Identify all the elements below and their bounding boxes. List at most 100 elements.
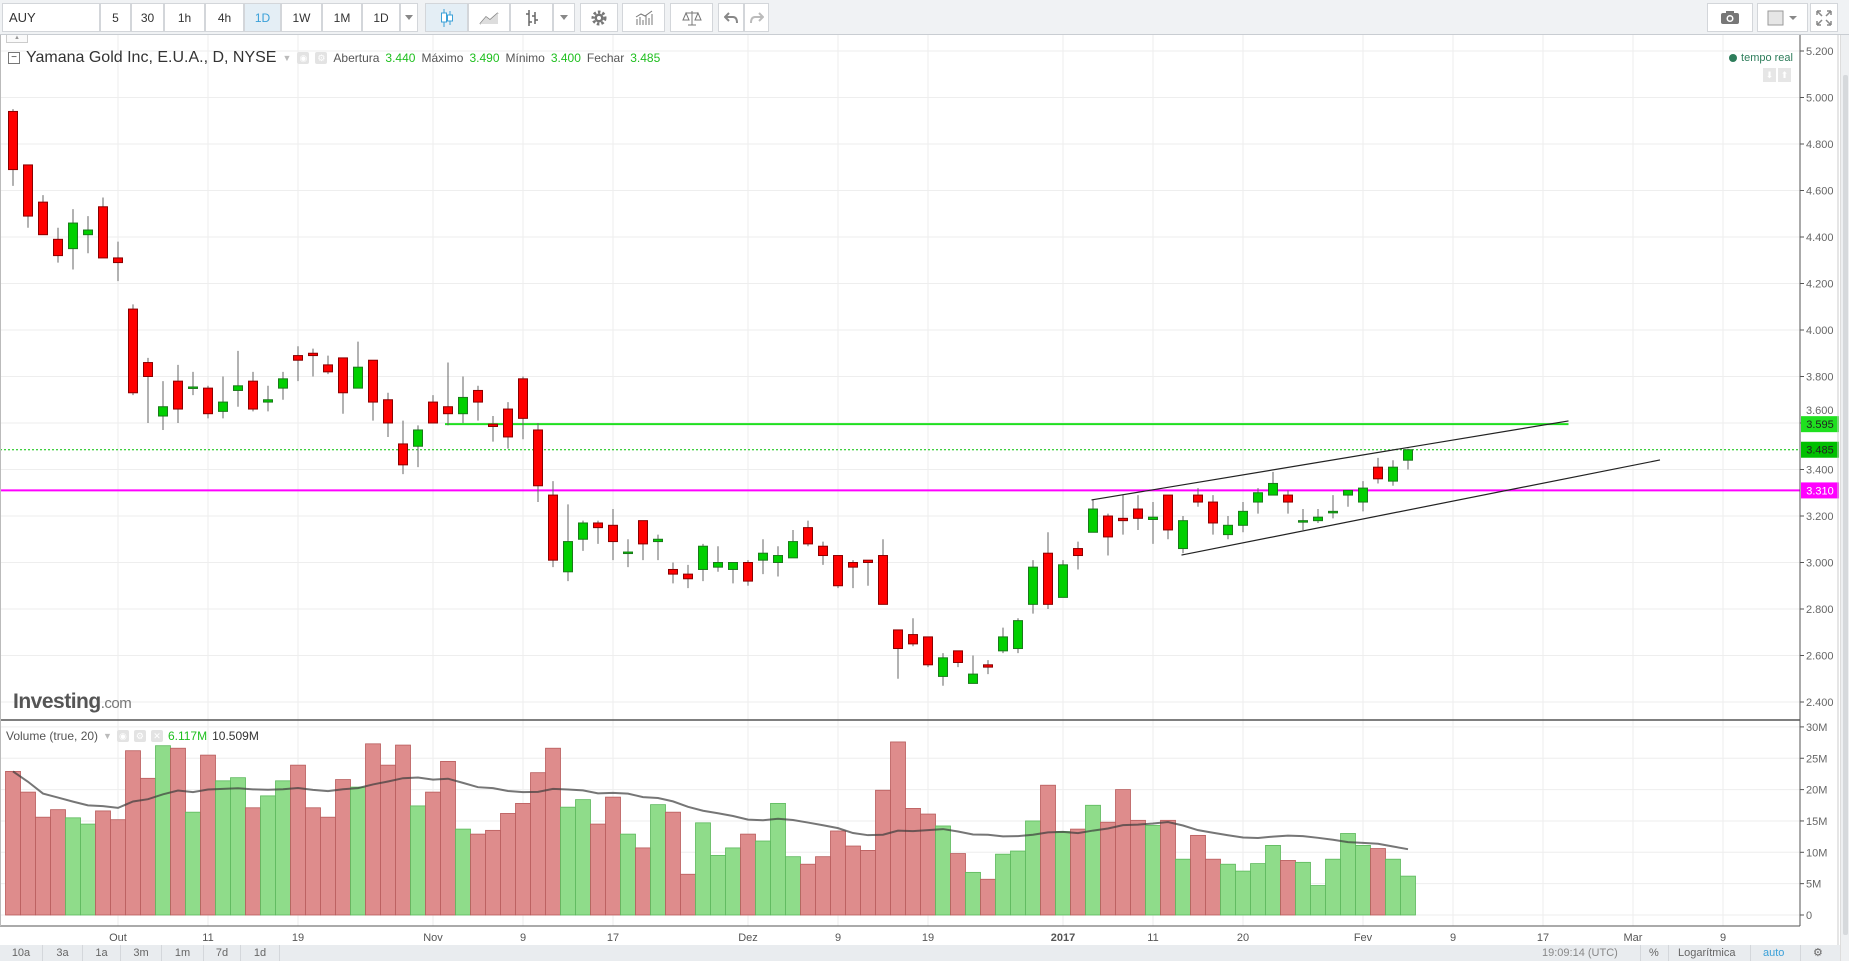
line-chart-icon[interactable] xyxy=(468,3,510,32)
volume-bar xyxy=(320,816,336,916)
arrow-up-icon[interactable]: ⬆ xyxy=(1778,68,1791,82)
candle xyxy=(98,197,108,259)
volume-title[interactable]: Volume (true, 20) xyxy=(6,729,99,743)
chart-type-dropdown-chevron-icon[interactable] xyxy=(553,3,575,32)
interval-button-1W[interactable]: 1W xyxy=(281,3,322,32)
volume-settings-icon[interactable]: ⚙ xyxy=(133,730,146,742)
candle-body xyxy=(38,201,48,236)
range-button-10a[interactable]: 10a xyxy=(0,945,43,961)
candle-body xyxy=(383,399,393,424)
volume-bar xyxy=(95,810,111,916)
price-tick-label: 3.200 xyxy=(1806,511,1834,523)
series-title[interactable]: Yamana Gold Inc, E.U.A., D, NYSE xyxy=(26,49,277,66)
scrollbar-thumb[interactable] xyxy=(1843,75,1848,935)
candle-body xyxy=(1343,489,1353,496)
collapse-toolbar-tab[interactable]: ▲ xyxy=(6,35,28,43)
price-label-badge-3.310 xyxy=(1801,482,1839,499)
settings-gear-icon[interactable] xyxy=(580,3,618,32)
volume-bar xyxy=(665,811,681,916)
percent-scale-toggle[interactable]: % xyxy=(1640,945,1659,961)
range-button-7d[interactable]: 7d xyxy=(204,945,241,961)
scrollbar[interactable] xyxy=(1840,35,1849,961)
series-settings-icon[interactable]: ⚙ xyxy=(315,52,328,64)
volume-bar xyxy=(830,830,846,916)
candle-body xyxy=(83,229,93,236)
candle-body xyxy=(1328,510,1338,514)
interval-button-1D[interactable]: 1D xyxy=(362,3,400,32)
camera-icon[interactable] xyxy=(1707,3,1753,32)
volume-visibility-icon[interactable]: ◉ xyxy=(116,730,129,742)
visibility-icon[interactable]: ◉ xyxy=(297,52,310,64)
volume-dropdown-chevron-icon[interactable]: ▼ xyxy=(103,731,112,741)
candle xyxy=(938,653,948,686)
candle-body xyxy=(503,408,513,438)
candle xyxy=(743,560,753,586)
indicators-icon[interactable] xyxy=(622,3,665,32)
interval-button-5[interactable]: 5 xyxy=(100,3,131,32)
volume-bar xyxy=(260,795,276,916)
candle xyxy=(1163,494,1173,540)
symbol-input[interactable]: AUY xyxy=(2,3,100,32)
series-dropdown-chevron-icon[interactable]: ▼ xyxy=(282,53,292,63)
candle-body xyxy=(1313,516,1323,522)
compare-scale-icon[interactable] xyxy=(670,3,713,32)
range-button-1d[interactable]: 1d xyxy=(241,945,280,961)
candle xyxy=(1238,502,1248,533)
price-label-badge-3.595 xyxy=(1801,416,1839,433)
range-button-1a[interactable]: 1a xyxy=(83,945,121,961)
time-tick-label: 9 xyxy=(520,932,526,944)
candle xyxy=(488,416,498,442)
volume-bar xyxy=(155,745,171,916)
candle xyxy=(1028,560,1038,614)
candlestick-icon[interactable] xyxy=(425,3,468,32)
interval-button-1M[interactable]: 1M xyxy=(322,3,362,32)
candle-body xyxy=(1388,466,1398,482)
collapse-series-icon[interactable]: − xyxy=(8,52,20,64)
candle xyxy=(593,520,603,544)
candle xyxy=(1223,516,1233,540)
candle-body xyxy=(668,568,678,575)
range-button-3a[interactable]: 3a xyxy=(43,945,83,961)
bar-chart-icon[interactable] xyxy=(510,3,553,32)
candle xyxy=(458,376,468,423)
interval-button-1h[interactable]: 1h xyxy=(164,3,205,32)
candle-body xyxy=(1148,516,1158,520)
candle-body xyxy=(623,551,633,555)
price-label-3.485: 3.485 xyxy=(1806,445,1834,457)
interval-button-4h[interactable]: 4h xyxy=(205,3,244,32)
time-tick-label: 11 xyxy=(1147,932,1158,944)
candle xyxy=(503,402,513,449)
undo-icon[interactable] xyxy=(718,3,744,32)
interval-dropdown-chevron-icon[interactable] xyxy=(400,3,418,32)
price-tick-label: 5.200 xyxy=(1806,46,1834,58)
candle xyxy=(443,362,453,426)
time-tick-label: 9 xyxy=(1720,932,1726,944)
volume-close-icon[interactable]: ✕ xyxy=(150,730,163,742)
candle xyxy=(248,371,258,412)
volume-bar xyxy=(680,873,696,916)
candle-body xyxy=(473,389,483,403)
interval-button-1D[interactable]: 1D xyxy=(244,3,281,32)
range-button-1m[interactable]: 1m xyxy=(162,945,204,961)
volume-bar xyxy=(230,777,246,916)
candle xyxy=(923,636,933,668)
close-label: Fechar xyxy=(586,51,625,65)
log-scale-toggle[interactable]: Logarítmica xyxy=(1668,945,1735,961)
candle xyxy=(173,364,183,423)
layout-box-dropdown[interactable] xyxy=(1757,3,1808,32)
candle-body xyxy=(1223,524,1233,536)
interval-button-30[interactable]: 30 xyxy=(131,3,164,32)
time-tick-label: 9 xyxy=(835,932,841,944)
volume-bar xyxy=(1175,858,1191,916)
range-button-3m[interactable]: 3m xyxy=(121,945,162,961)
scroll-arrows: ⬇ ⬆ xyxy=(1763,68,1791,82)
fullscreen-icon[interactable] xyxy=(1810,3,1838,32)
arrow-down-icon[interactable]: ⬇ xyxy=(1763,68,1776,82)
candle xyxy=(713,546,723,572)
volume-tick-label: 20M xyxy=(1806,785,1827,797)
time-tick-label: 19 xyxy=(292,932,304,944)
bottom-settings-gear-icon[interactable]: ⚙ xyxy=(1800,945,1823,961)
auto-scale-toggle[interactable]: auto xyxy=(1750,945,1784,961)
redo-icon[interactable] xyxy=(744,3,769,32)
